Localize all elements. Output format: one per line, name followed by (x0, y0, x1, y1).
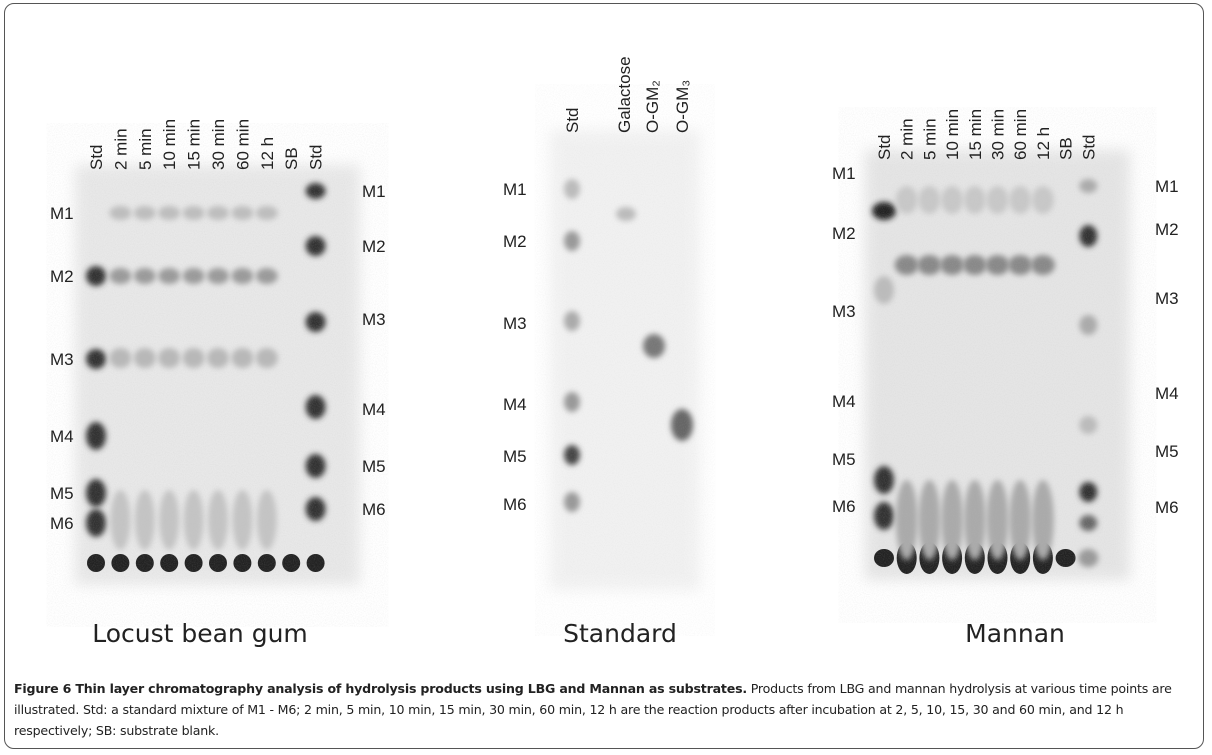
lane-label: 2 min (898, 118, 917, 160)
lane-label: Std (875, 134, 894, 160)
marker-label: M5 (503, 447, 527, 466)
lane-label: 60 min (1011, 109, 1030, 160)
marker-label: M3 (362, 310, 386, 329)
marker-label: M6 (1155, 498, 1179, 517)
lane-label: 60 min (233, 119, 252, 170)
marker-label: M1 (50, 204, 74, 223)
marker-label: M4 (503, 395, 527, 414)
marker-label: M2 (832, 224, 856, 243)
marker-label: M2 (503, 232, 527, 251)
lane-label: Std (563, 107, 582, 133)
marker-label: M5 (50, 484, 74, 503)
marker-label: M5 (832, 450, 856, 469)
caption: Figure 6 Thin layer chromatography analy… (14, 678, 1199, 741)
lane-label: Galactose (615, 56, 634, 133)
lane-label: 5 min (920, 118, 939, 160)
marker-label: M6 (50, 514, 74, 533)
lane-label: SB (1057, 137, 1076, 160)
marker-label: M4 (362, 400, 386, 419)
lane-label: Std (307, 144, 326, 170)
marker-label: M5 (362, 457, 386, 476)
lane-label: O-GM₃ (673, 80, 692, 133)
plate-texture (550, 130, 700, 590)
marker-label: M2 (50, 267, 74, 286)
panel-title: Mannan (965, 619, 1065, 648)
lane-label: 10 min (943, 109, 962, 160)
lane-label: SB (282, 147, 301, 170)
marker-label: M6 (832, 497, 856, 516)
marker-label: M1 (362, 182, 386, 201)
lane-label: Std (87, 144, 106, 170)
lane-label: 15 min (185, 119, 204, 170)
marker-label: M4 (832, 392, 856, 411)
caption-text: Products from LBG and mannan hydrolysis … (14, 681, 1172, 738)
lane-label: 5 min (136, 128, 155, 170)
marker-label: M3 (832, 302, 856, 321)
lane-label: 15 min (966, 109, 985, 160)
plate-texture (75, 165, 360, 585)
marker-label: M5 (1155, 442, 1179, 461)
figure: Std 2 min 5 min 10 min 15 min 30 min 60 min 12 … (50, 56, 1179, 648)
marker-label: M1 (503, 180, 527, 199)
panel-title: Locust bean gum (92, 619, 308, 648)
lane-label: Std (1079, 134, 1098, 160)
marker-label: M3 (503, 314, 527, 333)
marker-label: M1 (1155, 177, 1179, 196)
marker-label: M4 (50, 427, 74, 446)
marker-label: M4 (1155, 384, 1179, 403)
lane-label: 30 min (989, 109, 1008, 160)
lane-label: 10 min (160, 119, 179, 170)
plate-texture (865, 150, 1130, 580)
figure-frame (4, 3, 1204, 749)
panel-title: Standard (563, 619, 677, 648)
lane-label: 12 h (1034, 127, 1053, 160)
marker-label: M1 (832, 164, 856, 183)
lane-label: 2 min (111, 128, 130, 170)
caption-bold: Figure 6 Thin layer chromatography analy… (14, 681, 747, 696)
lane-label: 30 min (209, 119, 228, 170)
marker-label: M6 (362, 500, 386, 519)
marker-label: M3 (50, 350, 74, 369)
marker-label: M6 (503, 495, 527, 514)
marker-label: M2 (362, 237, 386, 256)
marker-label: M3 (1155, 289, 1179, 308)
lane-label: O-GM₂ (643, 80, 662, 133)
marker-label: M2 (1155, 220, 1179, 239)
lane-label: 12 h (258, 137, 277, 170)
